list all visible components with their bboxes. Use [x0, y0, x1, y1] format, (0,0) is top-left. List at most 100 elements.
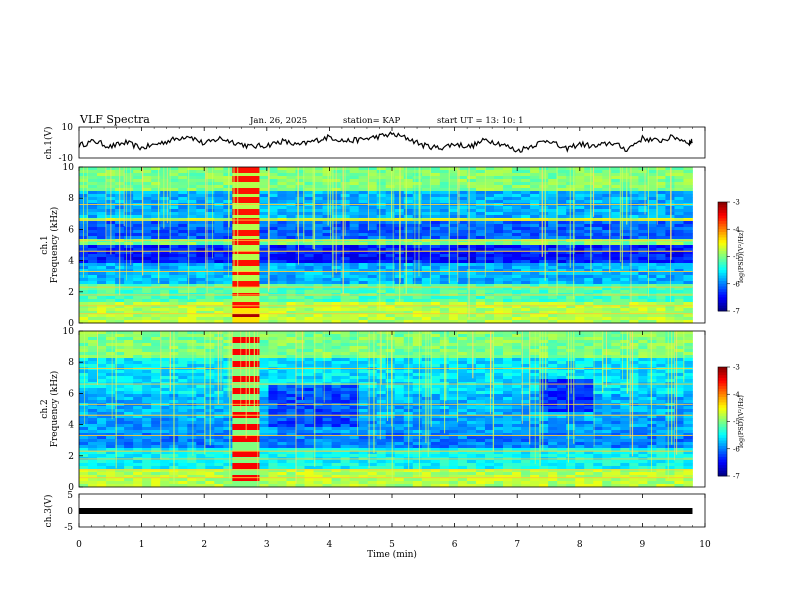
- ch2-spectrogram-cell: [214, 406, 224, 410]
- ch1-spectrogram-cell: [115, 305, 125, 309]
- ch1-spectrogram-cell: [205, 248, 215, 252]
- ch1-spectrogram-cell: [124, 209, 134, 213]
- ch1-spectrogram-cell: [683, 305, 693, 309]
- ch2-spectrogram-cell: [79, 346, 89, 350]
- ch1-spectrogram-cell: [439, 176, 450, 180]
- ch1-spectrogram-cell: [539, 230, 549, 234]
- ch1-spectrogram-cell: [602, 263, 612, 267]
- ch1-spectrogram-cell: [214, 209, 224, 213]
- ch1-spectrogram-cell: [151, 170, 161, 174]
- ch1-spectrogram-cell: [503, 170, 513, 174]
- ch2-spectrogram-cell: [232, 373, 242, 377]
- ch1-spectrogram-cell: [439, 194, 450, 198]
- ch1-spectrogram-cell: [304, 191, 314, 195]
- ch1-spectrogram-cell: [430, 224, 441, 228]
- ch1-spectrogram-cell: [647, 254, 657, 258]
- ch1-spectrogram-cell: [124, 167, 134, 171]
- ch1-spectrogram-cell: [503, 248, 513, 252]
- ch1-spectrogram-cell: [629, 305, 639, 309]
- ch2-spectrogram-cell: [97, 481, 107, 485]
- ch2-spectrogram-cell: [268, 343, 278, 347]
- ch1-spectrogram-cell: [457, 251, 468, 255]
- ch1-spectrogram-cell: [106, 296, 116, 300]
- ch1-spectrogram-cell: [250, 260, 260, 264]
- ch1-spectrogram-cell: [223, 308, 233, 312]
- ch1-spectrogram-cell: [331, 305, 342, 309]
- ch2-spectrogram-cell: [205, 469, 215, 473]
- ch1-spectrogram-cell: [412, 281, 423, 285]
- ch1-spectrogram-cell: [466, 305, 477, 309]
- ch1-spectrogram-cell: [494, 251, 504, 255]
- ch1-spectrogram-cell: [214, 167, 224, 171]
- ch1-spectrogram-cell: [331, 296, 342, 300]
- ch2-spectrogram-cell: [142, 409, 152, 413]
- ch1-spectrogram-cell: [151, 311, 161, 315]
- ch1-spectrogram-cell: [367, 191, 378, 195]
- ch1-spectrogram-cell: [503, 212, 513, 216]
- ch1-spectrogram-cell: [160, 200, 170, 204]
- ch1-spectrogram-cell: [268, 290, 278, 294]
- ch1-spectrogram-cell: [385, 224, 396, 228]
- ch1-spectrogram-cell: [629, 200, 639, 204]
- ch1-spectrogram-cell: [448, 257, 459, 261]
- ch1-spectrogram-cell: [448, 305, 459, 309]
- ch1-spectrogram-cell: [277, 191, 287, 195]
- ch1-spectrogram-cell: [250, 212, 260, 216]
- ch2-spectrogram-cell: [97, 418, 107, 422]
- ch1-spectrogram-cell: [259, 278, 269, 282]
- ch1-spectrogram-cell: [656, 209, 666, 213]
- ch1-spectrogram-cell: [322, 320, 333, 324]
- ch1-spectrogram-cell: [530, 221, 540, 225]
- ch1-spectrogram-cell: [259, 176, 269, 180]
- ch1-spectrogram-cell: [97, 302, 107, 306]
- ch2-spectrogram-cell: [196, 358, 206, 362]
- ch1-spectrogram-cell: [457, 260, 468, 264]
- ch1-spectrogram-cell: [376, 176, 387, 180]
- ch1-spectrogram-cell: [647, 266, 657, 270]
- ch1-spectrogram-cell: [106, 278, 116, 282]
- ch1-spectrogram-cell: [322, 167, 333, 171]
- ch1-spectrogram-cell: [430, 305, 441, 309]
- ch1-spectrogram-cell: [620, 197, 630, 201]
- ch2-spectrogram-cell: [151, 472, 161, 476]
- ch1-spectrogram-cell: [259, 269, 269, 273]
- ch1-spectrogram-cell: [376, 242, 387, 246]
- ch1-spectrogram-cell: [521, 197, 531, 201]
- ch2-spectrogram-cell: [160, 352, 170, 356]
- ch1-spectrogram-cell: [421, 287, 432, 291]
- ch1-spectrogram-cell: [430, 251, 441, 255]
- ch1-spectrogram-cell: [97, 290, 107, 294]
- ch1-spectrogram-cell: [530, 290, 540, 294]
- ch1-spectrogram-cell: [494, 311, 504, 315]
- ch1-spectrogram-cell: [566, 260, 576, 264]
- ch1-spectrogram-cell: [97, 257, 107, 261]
- ch1-spectrogram-cell: [548, 233, 558, 237]
- ch1-spectrogram-cell: [620, 278, 630, 282]
- ch1-spectrogram-cell: [385, 320, 396, 324]
- ch2-spectrogram-cell: [151, 475, 161, 479]
- ch1-spectrogram-cell: [620, 299, 630, 303]
- ch1-spectrogram-cell: [151, 305, 161, 309]
- ch2-spectrogram-cell: [160, 445, 170, 449]
- ch2-spectrogram-cell: [124, 412, 134, 416]
- ch1-spectrogram-cell: [205, 227, 215, 231]
- ch1-spectrogram-cell: [196, 287, 206, 291]
- ch2-spectrogram-cell: [295, 343, 305, 347]
- ch1-spectrogram-cell: [124, 299, 134, 303]
- ch1-spectrogram-cell: [503, 215, 513, 219]
- ch1-spectrogram-cell: [151, 212, 161, 216]
- ch2-spectrogram-cell: [88, 439, 98, 443]
- ch1-spectrogram-cell: [512, 170, 522, 174]
- ch2-spectrogram-cell: [178, 355, 188, 359]
- ch2-spectrogram-cell: [250, 343, 260, 347]
- ch1-spectrogram-cell: [160, 260, 170, 264]
- ch2-spectrogram-cell: [187, 400, 197, 404]
- ch1-spectrogram-cell: [566, 212, 576, 216]
- ch1-spectrogram-cell: [385, 308, 396, 312]
- ch1-spectrogram-cell: [421, 167, 432, 171]
- ch1-spectrogram-cell: [466, 257, 477, 261]
- ch1-spectrogram-cell: [439, 302, 450, 306]
- ch1-spectrogram-cell: [421, 254, 432, 258]
- ch1-spectrogram-cell: [124, 284, 134, 288]
- ch1-spectrogram-cell: [620, 254, 630, 258]
